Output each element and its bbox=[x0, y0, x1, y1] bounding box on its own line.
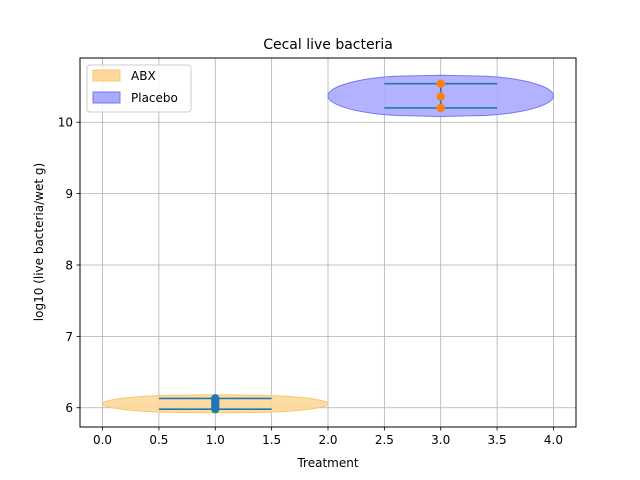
x-tick-label: 3.0 bbox=[431, 433, 450, 447]
x-axis-label: Treatment bbox=[296, 456, 358, 470]
y-tick-label: 7 bbox=[65, 330, 73, 344]
x-tick-label: 3.5 bbox=[488, 433, 507, 447]
x-tick-label: 1.0 bbox=[206, 433, 225, 447]
data-point bbox=[436, 92, 445, 101]
legend-label-placebo: Placebo bbox=[131, 91, 178, 105]
legend-swatch-placebo bbox=[92, 91, 121, 104]
data-point bbox=[436, 103, 445, 113]
grid bbox=[80, 58, 576, 427]
y-tick-label: 10 bbox=[58, 116, 73, 130]
x-tick-label: 0.5 bbox=[149, 433, 168, 447]
x-tick-label: 4.0 bbox=[544, 433, 563, 447]
y-axis-ticks: 6 7 8 9 10 bbox=[58, 116, 80, 415]
y-tick-label: 6 bbox=[65, 401, 73, 415]
legend-label-abx: ABX bbox=[131, 69, 156, 83]
x-axis-ticks: 0.0 0.5 1.0 1.5 2.0 2.5 3.0 3.5 4.0 bbox=[93, 427, 563, 447]
chart-title: Cecal live bacteria bbox=[263, 37, 393, 53]
y-tick-label: 9 bbox=[65, 187, 73, 201]
legend: ABX Placebo bbox=[86, 64, 192, 113]
legend-swatch-abx bbox=[92, 69, 121, 82]
x-tick-label: 2.0 bbox=[318, 433, 337, 447]
data-points bbox=[211, 79, 445, 414]
data-point bbox=[436, 79, 445, 88]
y-tick-label: 8 bbox=[65, 258, 73, 272]
x-tick-label: 0.0 bbox=[93, 433, 112, 447]
x-tick-label: 1.5 bbox=[262, 433, 281, 447]
x-tick-label: 2.5 bbox=[375, 433, 394, 447]
y-axis-label: log10 (live bacteria/wet g) bbox=[32, 163, 46, 321]
data-point bbox=[211, 394, 220, 403]
